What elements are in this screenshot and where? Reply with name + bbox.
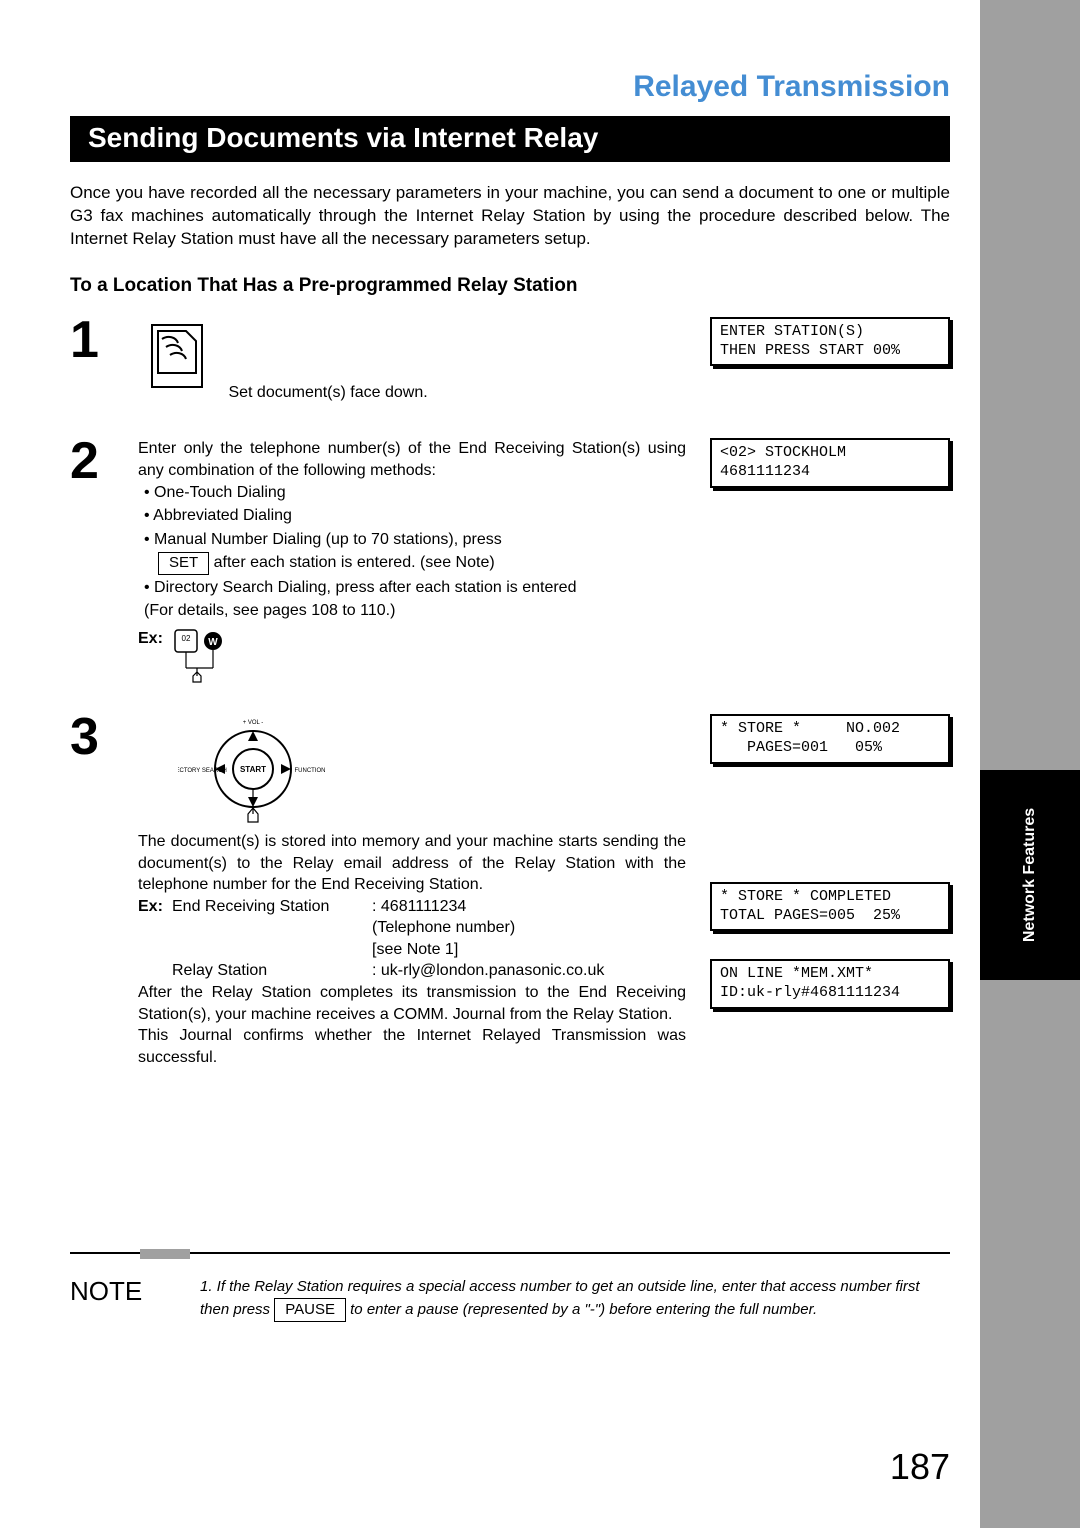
step-number: 1 xyxy=(70,317,124,364)
start-dial-icon: + VOL - START DIRECTORY SEARCH FUNCTION xyxy=(178,714,686,831)
lcd-display-3a: * STORE * NO.002 PAGES=001 05% xyxy=(710,714,950,764)
ex-val: : 4681111234 xyxy=(372,896,466,918)
step3-p3: This Journal confirms whether the Intern… xyxy=(138,1025,686,1068)
step3-ex-row2: Relay Station : uk-rly@london.panasonic.… xyxy=(138,960,686,982)
intro-paragraph: Once you have recorded all the necessary… xyxy=(70,182,950,251)
svg-text:DIRECTORY SEARCH: DIRECTORY SEARCH xyxy=(178,768,227,774)
side-tab: Network Features xyxy=(980,770,1080,980)
note-divider xyxy=(70,1252,950,1254)
pause-key: PAUSE xyxy=(274,1298,346,1322)
subheading: To a Location That Has a Pre-programmed … xyxy=(70,275,950,297)
step-2: 2 Enter only the telephone number(s) of … xyxy=(70,438,950,690)
section-heading: Sending Documents via Internet Relay xyxy=(70,116,950,162)
bullet: (For details, see pages 108 to 110.) xyxy=(144,600,686,622)
bullet: • One-Touch Dialing xyxy=(144,482,686,504)
page-number: 187 xyxy=(890,1446,950,1488)
ex-val: : uk-rly@london.panasonic.co.uk xyxy=(372,960,604,982)
step1-text: Set document(s) face down. xyxy=(228,384,427,401)
ex-label: Ex: xyxy=(138,896,172,918)
bullet: • Directory Search Dialing, press after … xyxy=(144,577,686,599)
side-tab-label: Network Features xyxy=(1021,808,1039,942)
step-number: 2 xyxy=(70,438,124,485)
lcd-display-3b: * STORE * COMPLETED TOTAL PAGES=005 25% xyxy=(710,882,950,932)
lcd-display-1: ENTER STATION(S) THEN PRESS START 00% xyxy=(710,317,950,367)
lcd-display-2: <02> STOCKHOLM 4681111234 xyxy=(710,438,950,488)
ex-label: Ex: xyxy=(138,628,163,650)
step-number: 3 xyxy=(70,714,124,761)
note-divider-accent xyxy=(140,1249,190,1259)
step-3: 3 + VOL - START DIRECTORY SEARCH FUNCTIO… xyxy=(70,714,950,1068)
ex-key: Relay Station xyxy=(172,960,372,982)
bullet-tail: after each station is entered. (see Note… xyxy=(209,554,494,571)
step3-ex-sub1: (Telephone number) xyxy=(138,917,686,939)
bullet: • Abbreviated Dialing xyxy=(144,505,686,527)
document-face-down-icon xyxy=(138,384,222,401)
svg-text:START: START xyxy=(240,765,266,774)
step2-bullets: • One-Touch Dialing • Abbreviated Dialin… xyxy=(138,482,686,622)
step2-p1: Enter only the telephone number(s) of th… xyxy=(138,438,686,481)
step3-ex-row1: Ex: End Receiving Station : 4681111234 xyxy=(138,896,686,918)
note-label: NOTE xyxy=(70,1276,180,1322)
bullet: • Manual Number Dialing (up to 70 statio… xyxy=(144,531,502,548)
svg-text:02: 02 xyxy=(182,634,191,643)
step3-p1: The document(s) is stored into memory an… xyxy=(138,831,686,896)
sidebar-strip xyxy=(980,0,1080,1528)
step3-p2: After the Relay Station completes its tr… xyxy=(138,982,686,1025)
page-content: Relayed Transmission Sending Documents v… xyxy=(70,70,950,1322)
lcd-display-3c: ON LINE *MEM.XMT* ID:uk-rly#4681111234 xyxy=(710,959,950,1009)
note-block: NOTE 1. If the Relay Station requires a … xyxy=(70,1276,950,1322)
set-key: SET xyxy=(158,552,209,574)
svg-text:+ VOL -: + VOL - xyxy=(243,720,264,726)
chapter-title: Relayed Transmission xyxy=(70,70,950,104)
ex-key: End Receiving Station xyxy=(172,896,372,918)
step3-ex-sub2: [see Note 1] xyxy=(138,939,686,961)
note-body: 1. If the Relay Station requires a speci… xyxy=(200,1276,950,1322)
svg-text:W: W xyxy=(209,637,219,648)
svg-text:FUNCTION: FUNCTION xyxy=(295,768,326,774)
step-1: 1 Set document(s) face down. ENTER STATI… xyxy=(70,317,950,415)
one-touch-key-icon: 02 W xyxy=(171,628,231,691)
